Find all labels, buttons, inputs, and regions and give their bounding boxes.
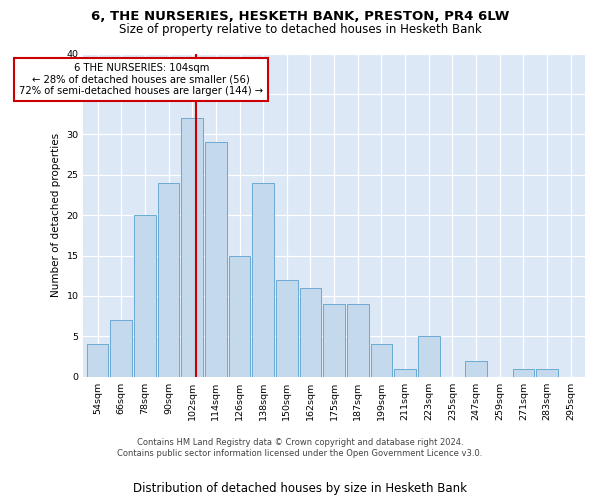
Text: Size of property relative to detached houses in Hesketh Bank: Size of property relative to detached ho… [119,22,481,36]
Bar [86,344,109,377]
Bar [465,360,487,377]
Bar [299,288,322,377]
Bar [371,344,392,377]
Bar [536,368,558,377]
Bar [347,304,369,377]
Bar [252,183,274,377]
Text: 6 THE NURSERIES: 104sqm
← 28% of detached houses are smaller (56)
72% of semi-de: 6 THE NURSERIES: 104sqm ← 28% of detache… [19,63,263,96]
Bar [134,215,156,377]
Text: Contains HM Land Registry data © Crown copyright and database right 2024.
Contai: Contains HM Land Registry data © Crown c… [118,438,482,458]
Bar [158,183,179,377]
Bar [110,320,132,377]
Bar [181,118,203,377]
Bar [276,280,298,377]
Text: Distribution of detached houses by size in Hesketh Bank: Distribution of detached houses by size … [133,482,467,495]
Bar [229,256,250,377]
Bar [512,368,535,377]
Y-axis label: Number of detached properties: Number of detached properties [51,133,61,297]
Bar [205,142,227,377]
Bar [323,304,345,377]
Text: 6, THE NURSERIES, HESKETH BANK, PRESTON, PR4 6LW: 6, THE NURSERIES, HESKETH BANK, PRESTON,… [91,10,509,23]
Bar [394,368,416,377]
Bar [418,336,440,377]
